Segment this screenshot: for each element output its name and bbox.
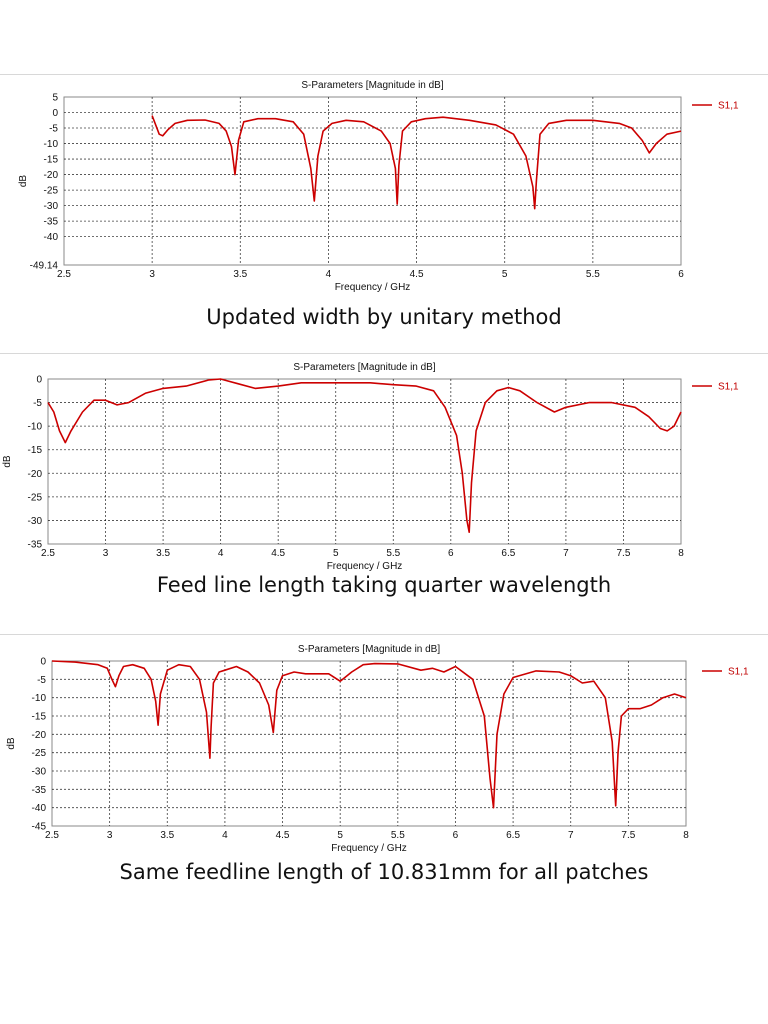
x-tick-label: 7 bbox=[563, 548, 569, 559]
y-tick-label: -40 bbox=[44, 232, 59, 243]
x-tick-label: 6 bbox=[448, 548, 454, 559]
y-tick-label: -15 bbox=[28, 445, 43, 456]
x-tick-label: 3.5 bbox=[233, 269, 247, 280]
y-tick-label: 0 bbox=[52, 108, 58, 119]
grid bbox=[48, 379, 681, 544]
y-axis-label: dB bbox=[6, 737, 17, 750]
y-tick-label: -20 bbox=[28, 469, 43, 480]
chart-title: S-Parameters [Magnitude in dB] bbox=[301, 80, 444, 91]
series-line-s11 bbox=[151, 115, 682, 210]
y-tick-label: -35 bbox=[28, 540, 43, 551]
y-tick-label: -25 bbox=[28, 492, 43, 503]
y-axis-label: dB bbox=[18, 175, 29, 188]
plot-area bbox=[47, 378, 682, 545]
x-tick-label: 8 bbox=[683, 830, 689, 841]
chart-panel-3: 2.5 3 3.5 4 4.5 5 5.5 6 6.5 7 7.5 8 0 -5 -10 -15 -20 -25 -… bbox=[0, 634, 768, 861]
x-tick-label: 3 bbox=[149, 269, 155, 280]
x-tick-label: 4.5 bbox=[276, 830, 290, 841]
x-tick-label: 6.5 bbox=[501, 548, 515, 559]
series-line-s11 bbox=[47, 378, 682, 533]
y-tick-label: -30 bbox=[28, 516, 43, 527]
y-tick-label: -15 bbox=[44, 155, 59, 166]
series-line-s11 bbox=[51, 660, 687, 809]
y-tick-label: -5 bbox=[37, 675, 46, 686]
y-tick-label: -20 bbox=[44, 170, 59, 181]
y-tick-label: -5 bbox=[33, 398, 42, 409]
x-tick-label: 7.5 bbox=[621, 830, 635, 841]
grid bbox=[64, 97, 681, 265]
plot-area bbox=[63, 96, 682, 266]
x-tick-label: 4.5 bbox=[410, 269, 424, 280]
x-axis-label: Frequency / GHz bbox=[331, 843, 407, 854]
y-tick-label: -15 bbox=[32, 712, 47, 723]
x-axis-label: Frequency / GHz bbox=[327, 561, 403, 572]
y-tick-label: -35 bbox=[44, 217, 59, 228]
y-tick-label: -45 bbox=[32, 822, 47, 833]
y-tick-label: -35 bbox=[32, 785, 47, 796]
x-tick-label: 3.5 bbox=[156, 548, 170, 559]
y-tick-label: -25 bbox=[44, 186, 59, 197]
y-tick-label: -49.14 bbox=[30, 261, 59, 272]
x-tick-label: 2.5 bbox=[45, 830, 59, 841]
y-tick-label: -25 bbox=[32, 748, 47, 759]
x-tick-label: 3 bbox=[103, 548, 109, 559]
x-tick-label: 3 bbox=[107, 830, 113, 841]
chart-caption-3: Same feedline length of 10.831mm for all… bbox=[119, 860, 649, 884]
x-tick-label: 5.5 bbox=[391, 830, 405, 841]
chart-caption-2: Feed line length taking quarter waveleng… bbox=[156, 573, 612, 597]
chart-1: 2.5 3 3.5 4 4.5 5 5.5 6 5 0 -5 -10 -15 -20 -25 -30 -35 -4… bbox=[18, 80, 739, 293]
x-tick-label: 5 bbox=[337, 830, 343, 841]
y-tick-label: 0 bbox=[36, 375, 42, 386]
x-tick-label: 2.5 bbox=[57, 269, 71, 280]
y-tick-label: -5 bbox=[49, 124, 58, 135]
plot-area bbox=[51, 660, 687, 827]
x-tick-label: 5 bbox=[333, 548, 339, 559]
x-tick-label: 5.5 bbox=[586, 269, 600, 280]
legend-label: S1,1 bbox=[718, 382, 739, 393]
x-tick-label: 4 bbox=[218, 548, 224, 559]
chart-title: S-Parameters [Magnitude in dB] bbox=[293, 362, 436, 373]
y-tick-label: -10 bbox=[32, 693, 47, 704]
x-tick-label: 3.5 bbox=[160, 830, 174, 841]
chart-caption-1: Updated width by unitary method bbox=[206, 305, 562, 329]
y-tick-label: -10 bbox=[28, 422, 43, 433]
x-tick-label: 4 bbox=[222, 830, 228, 841]
y-tick-label: -10 bbox=[44, 139, 59, 150]
x-tick-label: 5.5 bbox=[386, 548, 400, 559]
x-tick-label: 6 bbox=[453, 830, 459, 841]
x-axis-label: Frequency / GHz bbox=[335, 282, 411, 293]
chart-panel-2: 2.5 3 3.5 4 4.5 5 5.5 6 6.5 7 7.5 8 0 -5 -10 -15 -20 -25 -… bbox=[0, 353, 768, 576]
legend-label: S1,1 bbox=[718, 101, 739, 112]
y-tick-label: -30 bbox=[32, 767, 47, 778]
y-axis-label: dB bbox=[2, 455, 13, 468]
x-tick-label: 4.5 bbox=[271, 548, 285, 559]
y-tick-label: 0 bbox=[40, 657, 46, 668]
y-tick-label: 5 bbox=[52, 93, 58, 104]
x-tick-label: 8 bbox=[678, 548, 684, 559]
x-tick-label: 2.5 bbox=[41, 548, 55, 559]
x-tick-label: 5 bbox=[502, 269, 508, 280]
chart-2: 2.5 3 3.5 4 4.5 5 5.5 6 6.5 7 7.5 8 0 -5 -10 -15 -20 -25 -… bbox=[2, 362, 739, 572]
legend-label: S1,1 bbox=[728, 667, 749, 678]
y-tick-label: -20 bbox=[32, 730, 47, 741]
chart-3: 2.5 3 3.5 4 4.5 5 5.5 6 6.5 7 7.5 8 0 -5 -10 -15 -20 -25 -… bbox=[6, 644, 749, 854]
y-tick-label: -40 bbox=[32, 803, 47, 814]
chart-title: S-Parameters [Magnitude in dB] bbox=[298, 644, 441, 655]
y-tick-label: -30 bbox=[44, 201, 59, 212]
x-tick-label: 7.5 bbox=[617, 548, 631, 559]
chart-panel-1: 2.5 3 3.5 4 4.5 5 5.5 6 5 0 -5 -10 -15 -20 -25 -30 -35 -4… bbox=[0, 74, 768, 295]
x-tick-label: 7 bbox=[568, 830, 574, 841]
x-tick-label: 6.5 bbox=[506, 830, 520, 841]
x-tick-label: 6 bbox=[678, 269, 684, 280]
x-tick-label: 4 bbox=[326, 269, 332, 280]
